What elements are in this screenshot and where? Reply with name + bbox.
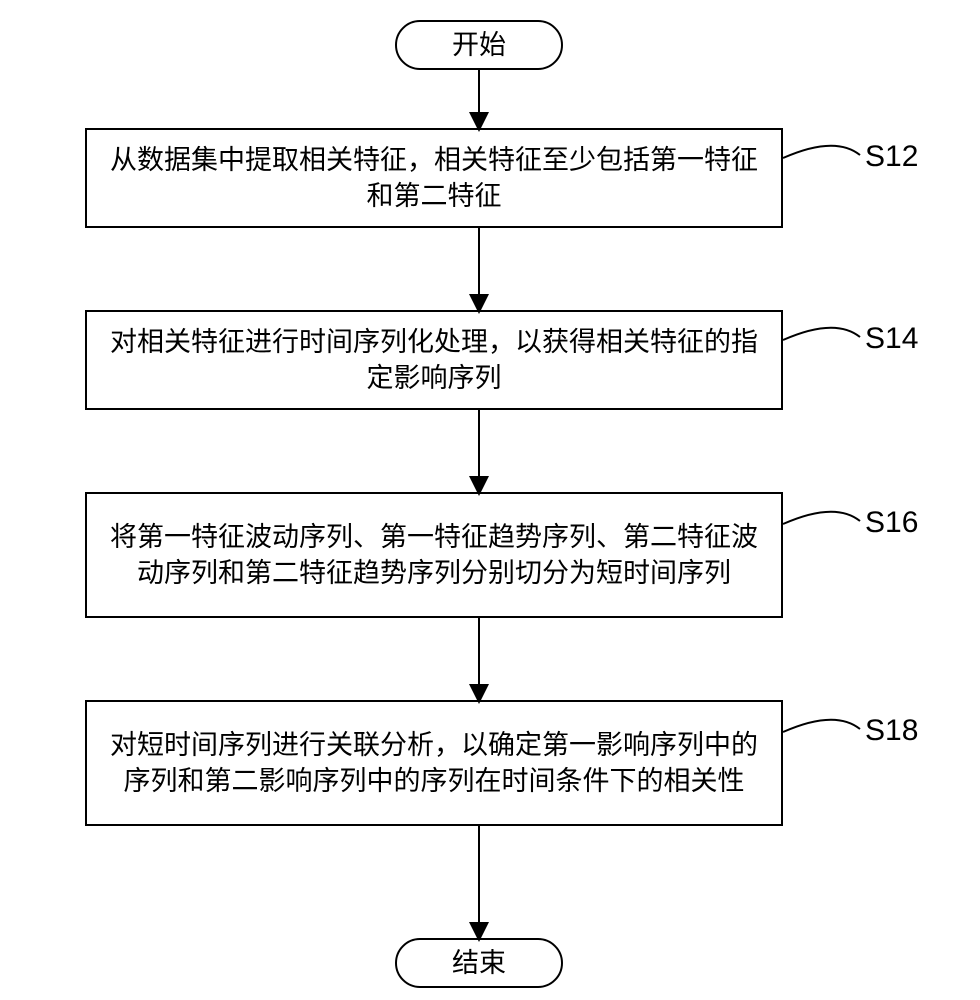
connectors-svg bbox=[85, 20, 975, 1000]
callout-1 bbox=[783, 328, 860, 340]
callout-0 bbox=[783, 146, 860, 158]
callout-3 bbox=[783, 720, 860, 732]
callout-2 bbox=[783, 512, 860, 524]
